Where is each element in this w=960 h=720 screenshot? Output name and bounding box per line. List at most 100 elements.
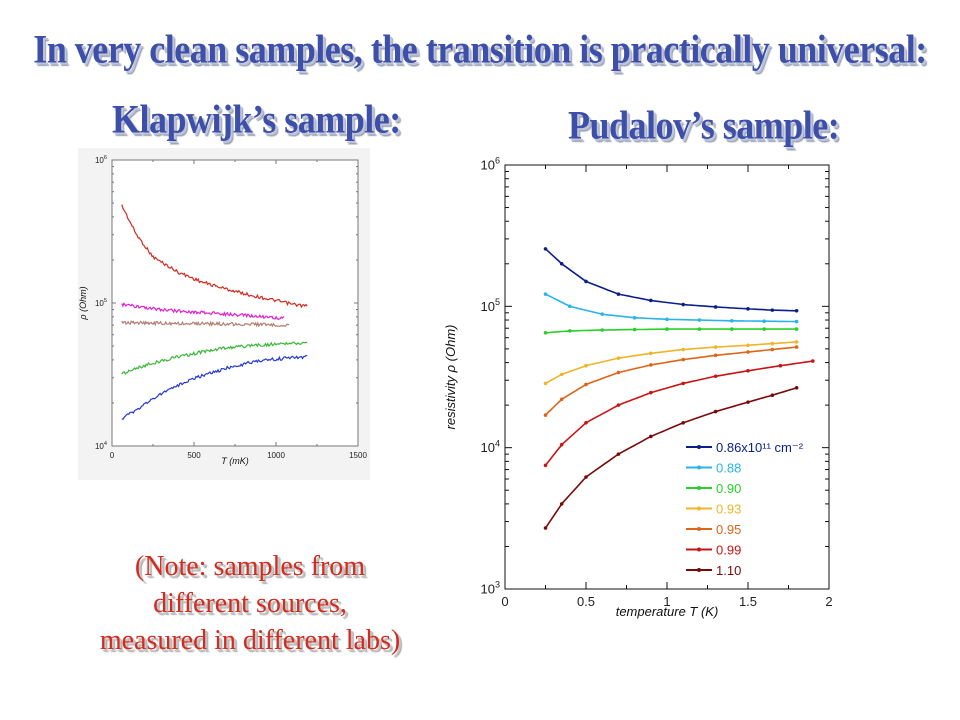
- data-point: [746, 343, 750, 348]
- data-point: [616, 292, 621, 296]
- data-point: [584, 279, 588, 284]
- data-point: [794, 386, 799, 390]
- data-point: [559, 261, 564, 266]
- x-tick-label: 500: [187, 451, 201, 460]
- note-text: (Note: samples from different sources, m…: [40, 548, 460, 659]
- data-point: [713, 345, 718, 349]
- data-series: [121, 302, 285, 321]
- right-chart-heading: Pudalov’s sample:: [568, 102, 840, 148]
- note-line: measured in different labs): [99, 625, 401, 656]
- data-series: [543, 292, 799, 324]
- tick-marks: [504, 164, 830, 590]
- data-point: [559, 442, 564, 447]
- data-point: [543, 526, 548, 530]
- data-point: [681, 420, 685, 425]
- data-point: [713, 353, 718, 358]
- data-point: [794, 327, 799, 331]
- data-series: [543, 345, 799, 417]
- data-point: [543, 381, 548, 386]
- data-point: [697, 318, 702, 322]
- data-series: [543, 247, 799, 313]
- note-line: different sources,: [153, 588, 347, 619]
- y-tick-label: 105: [480, 297, 500, 314]
- data-point: [794, 319, 799, 324]
- legend-marker: [697, 527, 701, 531]
- x-tick-label: 2: [825, 594, 832, 609]
- x-axis-label: T (mK): [221, 456, 249, 466]
- data-point: [600, 328, 604, 332]
- legend-label: 0.88: [716, 461, 741, 476]
- legend-label: 0.90: [716, 481, 741, 496]
- data-point: [600, 312, 604, 316]
- data-point: [811, 359, 815, 363]
- data-point: [584, 363, 588, 368]
- data-point: [559, 397, 564, 402]
- data-point: [762, 319, 766, 323]
- data-point: [584, 382, 588, 387]
- series-line: [121, 354, 308, 420]
- tick-marks: [111, 159, 359, 447]
- left-chart-heading: Klapwijk’s sample:: [112, 96, 401, 142]
- note-line: (Note: samples from: [134, 551, 366, 582]
- data-point: [794, 345, 799, 349]
- data-point: [543, 292, 548, 296]
- x-tick-label: 1: [663, 594, 670, 609]
- legend-marker: [697, 445, 701, 449]
- series-line: [545, 293, 797, 323]
- series-line: [121, 320, 290, 328]
- data-point: [543, 330, 548, 335]
- series-line: [121, 341, 308, 376]
- data-point: [649, 298, 653, 303]
- data-point: [584, 420, 588, 425]
- y-tick-label: 104: [95, 441, 107, 451]
- series-line: [544, 360, 813, 466]
- data-point: [616, 403, 621, 407]
- data-series: [121, 341, 308, 376]
- y-tick-label: 104: [480, 438, 500, 455]
- legend-marker: [697, 547, 701, 552]
- data-point: [665, 317, 669, 322]
- legend-label: 1.10: [716, 563, 741, 578]
- data-point: [584, 475, 588, 479]
- data-series: [121, 354, 308, 420]
- data-point: [681, 357, 685, 362]
- x-tick-label: 1.5: [739, 594, 757, 609]
- data-point: [794, 308, 799, 313]
- x-tick-label: 1500: [349, 451, 367, 460]
- data-point: [543, 463, 548, 468]
- data-point: [770, 393, 775, 398]
- data-point: [770, 341, 775, 346]
- data-series: [121, 204, 308, 309]
- data-point: [746, 400, 750, 404]
- y-tick-label: 106: [480, 156, 500, 173]
- data-point: [770, 308, 775, 312]
- legend-label: 0.93: [716, 502, 741, 517]
- legend-label: 0.86x10¹¹ cm⁻²: [716, 440, 804, 455]
- data-point: [665, 327, 669, 331]
- data-point: [794, 340, 799, 344]
- data-point: [632, 327, 637, 332]
- data-series: [543, 340, 799, 386]
- x-tick-label: 0: [110, 451, 115, 460]
- series-line: [121, 204, 308, 309]
- data-point: [681, 381, 685, 386]
- data-point: [713, 374, 718, 379]
- series-line: [545, 328, 797, 334]
- data-point: [568, 329, 572, 333]
- data-point: [713, 305, 718, 309]
- data-point: [762, 327, 766, 331]
- legend-marker: [697, 486, 701, 490]
- data-point: [649, 351, 653, 356]
- legend-marker: [697, 568, 701, 572]
- plot-frame: [504, 164, 830, 590]
- y-tick-label: 106: [95, 155, 107, 165]
- data-point: [632, 315, 637, 320]
- series-line: [121, 302, 285, 321]
- data-point: [559, 502, 564, 506]
- data-point: [649, 390, 653, 395]
- data-point: [770, 347, 775, 352]
- y-tick-label: 105: [95, 298, 107, 308]
- legend-marker: [697, 465, 701, 470]
- data-series: [543, 386, 799, 530]
